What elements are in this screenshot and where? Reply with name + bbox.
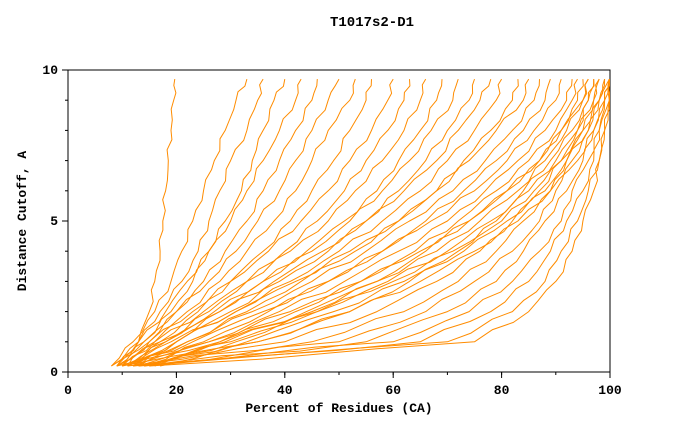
model-curve xyxy=(116,78,589,367)
model-curve xyxy=(138,78,600,367)
model-curve xyxy=(138,79,519,367)
model-curve xyxy=(132,79,540,367)
model-curve xyxy=(143,78,589,367)
model-curve xyxy=(143,79,610,367)
x-axis-label: Percent of Residues (CA) xyxy=(245,401,432,416)
model-curve xyxy=(143,79,610,367)
model-curve xyxy=(138,78,610,367)
model-curve xyxy=(127,79,318,367)
model-curve xyxy=(149,78,606,367)
y-tick-label: 10 xyxy=(42,63,58,78)
model-curve xyxy=(132,79,372,367)
model-curve xyxy=(116,78,264,367)
model-curve xyxy=(132,79,610,367)
x-tick-label: 80 xyxy=(494,383,510,398)
model-curve xyxy=(116,78,492,367)
x-tick-label: 40 xyxy=(277,383,293,398)
model-curve xyxy=(111,78,248,367)
chart-title: T1017s2-D1 xyxy=(330,15,414,31)
x-tick-label: 60 xyxy=(385,383,401,398)
model-curve xyxy=(132,79,606,367)
y-axis-label: Distance Cutoff, A xyxy=(15,151,30,292)
model-curve xyxy=(149,78,578,367)
model-curve xyxy=(138,79,610,367)
model-curve xyxy=(138,79,443,367)
model-curve xyxy=(122,79,595,367)
x-tick-label: 0 xyxy=(64,383,72,398)
model-curve xyxy=(127,78,562,367)
y-tick-label: 5 xyxy=(50,214,58,229)
plot-area: 0 20 40 60 80 100 0 5 10 xyxy=(42,63,622,398)
model-curve xyxy=(116,78,427,367)
model-curve xyxy=(121,78,356,367)
model-curve xyxy=(121,79,286,367)
y-tick-label: 0 xyxy=(50,365,58,380)
model-curve xyxy=(122,78,459,367)
model-curve xyxy=(149,78,610,367)
model-curve xyxy=(111,78,302,367)
model-curve xyxy=(138,79,573,367)
model-curve xyxy=(159,79,610,367)
model-curve xyxy=(127,78,600,367)
model-curve xyxy=(116,79,177,367)
model-curve xyxy=(143,78,551,367)
model-curve xyxy=(116,78,340,367)
model-curve xyxy=(111,78,394,367)
x-tick-label: 100 xyxy=(598,383,622,398)
model-curve xyxy=(122,78,530,367)
x-tick-label: 20 xyxy=(169,383,185,398)
